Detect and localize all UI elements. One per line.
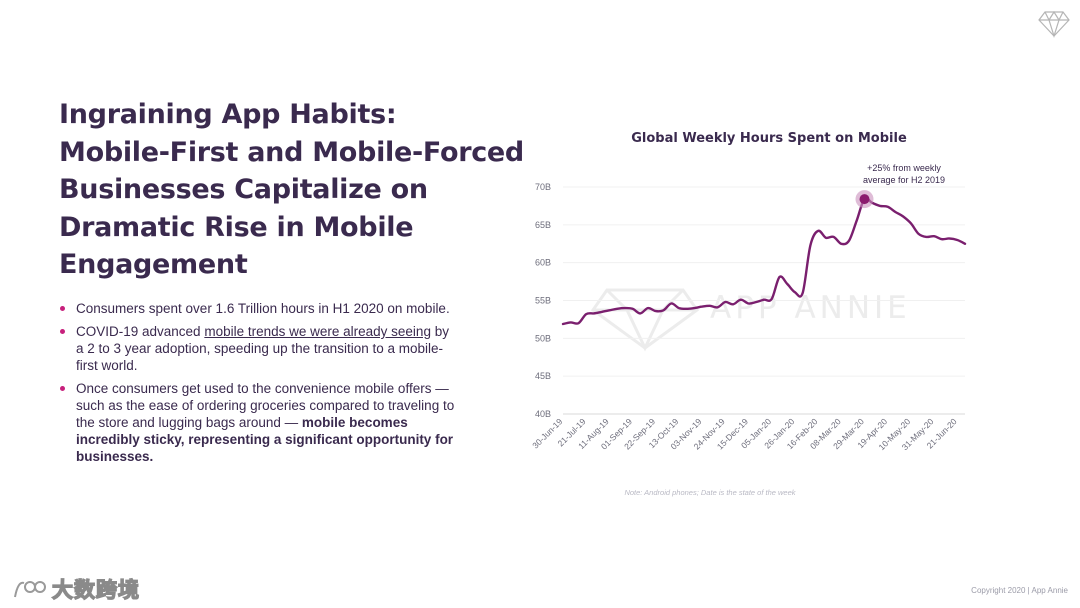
- brand-logo-icon: [14, 581, 46, 598]
- title-line: Dramatic Rise in Mobile: [59, 211, 414, 243]
- gem-icon: [1038, 10, 1070, 38]
- bullet-item: Consumers spent over 1.6 Trillion hours …: [59, 300, 459, 317]
- bullet-list: Consumers spent over 1.6 Trillion hours …: [59, 300, 459, 471]
- y-tick-label: 55B: [535, 296, 551, 306]
- bullet-text: Once consumers get used to the convenien…: [76, 381, 455, 430]
- y-tick-label: 50B: [535, 333, 551, 343]
- y-tick-label: 60B: [535, 258, 551, 268]
- bullet-text: by a 2 to 3 year adoption, speeding up t…: [76, 324, 449, 373]
- mobile-trends-link[interactable]: mobile trends we were already seeing: [204, 324, 431, 339]
- bullet-bold-text: mobile becomes incredibly sticky, repres…: [76, 415, 454, 464]
- bullet-item: COVID-19 advanced mobile trends we were …: [59, 323, 459, 374]
- peak-annotation: average for H2 2019: [863, 175, 945, 185]
- y-tick-label: 70B: [535, 182, 551, 192]
- series-line: [561, 197, 967, 326]
- title-line: Ingraining App Habits:: [59, 99, 397, 130]
- peak-marker: [859, 194, 870, 205]
- title-line: Engagement: [59, 249, 248, 280]
- title-line: Mobile-First and Mobile-Forced: [59, 136, 524, 168]
- brand-logo: 大数跨境: [12, 574, 140, 604]
- chart-title: Global Weekly Hours Spent on Mobile: [631, 131, 907, 146]
- page-title: Ingraining App Habits: Mobile-First and …: [59, 96, 524, 284]
- copyright: Copyright 2020 | App Annie: [971, 586, 1068, 595]
- peak-annotation: +25% from weekly: [867, 163, 941, 173]
- brand-logo-text: 大数跨境: [51, 578, 140, 602]
- title-line: Businesses Capitalize on: [59, 174, 428, 205]
- y-tick-label: 65B: [535, 220, 551, 230]
- bullet-text: COVID-19 advanced: [76, 324, 205, 339]
- y-tick-label: 45B: [535, 371, 551, 381]
- bullet-text: Consumers spent over 1.6 Trillion hours …: [76, 301, 450, 316]
- bullet-item: Once consumers get used to the convenien…: [59, 380, 459, 465]
- chart-footnote: Note: Android phones; Date is the state …: [624, 488, 796, 497]
- y-tick-label: 40B: [535, 409, 551, 419]
- watermark-text: APP ANNIE: [710, 290, 911, 326]
- watermark: [590, 288, 700, 352]
